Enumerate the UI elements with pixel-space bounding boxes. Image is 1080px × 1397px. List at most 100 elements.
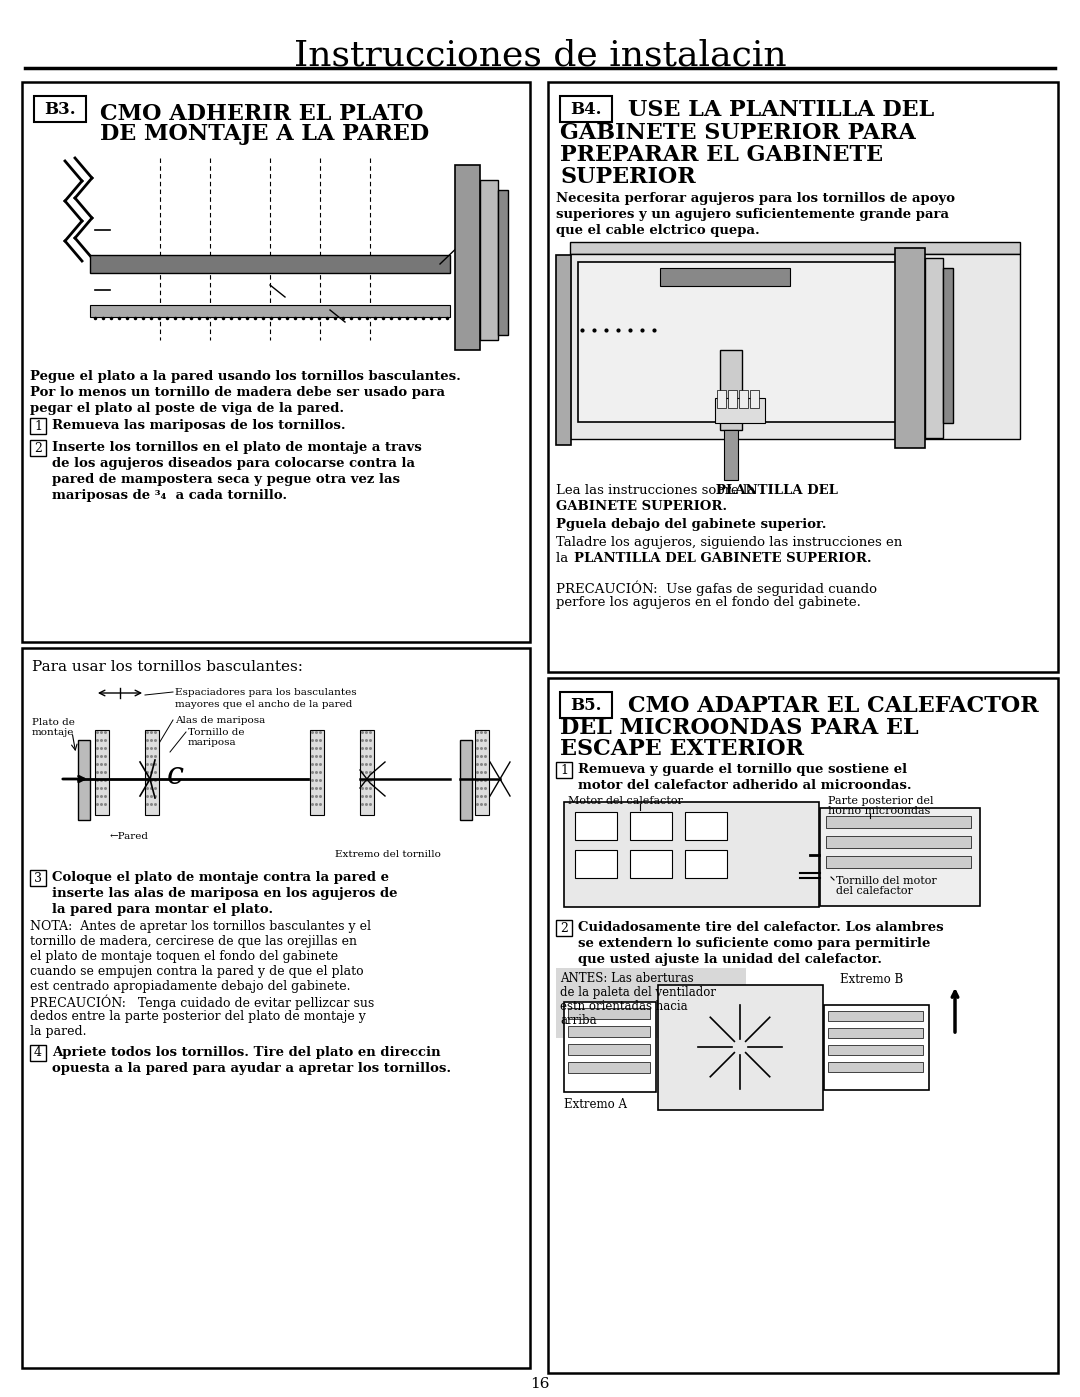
Text: GABINETE SUPERIOR.: GABINETE SUPERIOR. <box>556 500 727 513</box>
Bar <box>30 1045 46 1060</box>
Bar <box>685 849 727 877</box>
Text: Lea las instrucciones sobre la: Lea las instrucciones sobre la <box>556 483 759 497</box>
Text: de la paleta del ventilador: de la paleta del ventilador <box>561 986 716 999</box>
Text: 1: 1 <box>561 764 568 777</box>
Text: Plato de: Plato de <box>32 718 75 726</box>
Bar <box>820 807 980 907</box>
Bar <box>556 921 572 936</box>
Text: Taladre los agujeros, siguiendo las instrucciones en: Taladre los agujeros, siguiendo las inst… <box>556 536 902 549</box>
Text: PLANTILLA DEL GABINETE SUPERIOR.: PLANTILLA DEL GABINETE SUPERIOR. <box>573 552 872 564</box>
Text: mayores que el ancho de la pared: mayores que el ancho de la pared <box>175 700 352 710</box>
Bar <box>30 870 46 886</box>
Text: superiores y un agujero suficientemente grande para: superiores y un agujero suficientemente … <box>556 208 949 221</box>
Bar <box>475 731 489 814</box>
Circle shape <box>100 285 110 295</box>
Text: se extendern lo suficiente como para permitirle: se extendern lo suficiente como para per… <box>578 937 930 950</box>
Bar <box>33 96 86 122</box>
Text: ←Pared: ←Pared <box>110 833 149 841</box>
Text: SUPERIOR: SUPERIOR <box>561 166 696 189</box>
Text: montaje: montaje <box>32 728 75 738</box>
Bar <box>556 761 572 778</box>
Text: opuesta a la pared para ayudar a apretar los tornillos.: opuesta a la pared para ayudar a apretar… <box>52 1062 451 1076</box>
Bar <box>826 835 971 848</box>
Bar <box>826 816 971 828</box>
Bar <box>564 1002 656 1092</box>
Bar <box>568 1044 650 1055</box>
Bar <box>568 1009 650 1018</box>
Bar <box>30 440 46 455</box>
Bar <box>570 254 1020 439</box>
Bar <box>715 398 765 423</box>
Bar <box>575 849 617 877</box>
Text: Para usar los tornillos basculantes:: Para usar los tornillos basculantes: <box>32 659 303 673</box>
Text: Pguela debajo del gabinete superior.: Pguela debajo del gabinete superior. <box>556 518 826 531</box>
Text: la pared para montar el plato.: la pared para montar el plato. <box>52 902 273 916</box>
Bar <box>480 180 498 339</box>
Text: cuando se empujen contra la pared y de que el plato: cuando se empujen contra la pared y de q… <box>30 965 364 978</box>
Bar <box>50 152 510 346</box>
Bar <box>895 249 924 448</box>
Text: Inserte los tornillos en el plato de montaje a travs: Inserte los tornillos en el plato de mon… <box>52 441 422 454</box>
Text: Extremo del tornillo: Extremo del tornillo <box>335 849 441 859</box>
Bar <box>90 305 450 317</box>
Text: de los agujeros diseados para colocarse contra la: de los agujeros diseados para colocarse … <box>52 457 415 469</box>
Bar <box>22 648 530 1368</box>
Text: DEL MICROONDAS PARA EL: DEL MICROONDAS PARA EL <box>561 717 919 739</box>
Text: motor del calefactor adherido al microondas.: motor del calefactor adherido al microon… <box>578 780 912 792</box>
Bar <box>568 1025 650 1037</box>
Text: GABINETE SUPERIOR PARA: GABINETE SUPERIOR PARA <box>561 122 916 144</box>
Text: Por lo menos un tornillo de madera debe ser usado para: Por lo menos un tornillo de madera debe … <box>30 386 445 400</box>
Text: PRECAUCIÓN:  Use gafas de seguridad cuando: PRECAUCIÓN: Use gafas de seguridad cuand… <box>556 580 877 595</box>
Text: pared de mampostera seca y pegue otra vez las: pared de mampostera seca y pegue otra ve… <box>52 474 400 486</box>
Text: Extremo B: Extremo B <box>840 972 903 986</box>
Text: B3.: B3. <box>44 101 76 117</box>
Bar <box>658 985 823 1111</box>
Text: Extremo A: Extremo A <box>564 1098 627 1111</box>
Text: Tornillo de: Tornillo de <box>188 728 244 738</box>
Text: la: la <box>556 552 572 564</box>
Bar <box>556 256 571 446</box>
Bar <box>630 812 672 840</box>
Circle shape <box>816 869 829 882</box>
Text: Instrucciones de instalacin: Instrucciones de instalacin <box>294 38 786 73</box>
Text: la pared.: la pared. <box>30 1025 86 1038</box>
Bar <box>95 731 109 814</box>
Circle shape <box>123 257 137 271</box>
Text: inserte las alas de mariposa en los agujeros de: inserte las alas de mariposa en los aguj… <box>52 887 397 900</box>
Text: Espaciadores para los basculantes: Espaciadores para los basculantes <box>175 687 356 697</box>
Bar <box>750 390 759 408</box>
Bar <box>685 812 727 840</box>
Text: CMO ADHERIR EL PLATO: CMO ADHERIR EL PLATO <box>100 103 423 124</box>
Bar <box>498 190 508 335</box>
Circle shape <box>353 257 367 271</box>
Bar <box>455 165 480 351</box>
Text: que usted ajuste la unidad del calefactor.: que usted ajuste la unidad del calefacto… <box>578 953 882 965</box>
Bar <box>828 1011 923 1021</box>
Circle shape <box>434 258 446 270</box>
Text: 16: 16 <box>530 1377 550 1391</box>
Text: Motor del calefactor: Motor del calefactor <box>568 796 683 806</box>
Text: Apriete todos los tornillos. Tire del plato en direccin: Apriete todos los tornillos. Tire del pl… <box>52 1046 441 1059</box>
Text: que el cable elctrico quepa.: que el cable elctrico quepa. <box>556 224 759 237</box>
Text: DE MONTAJE A LA PARED: DE MONTAJE A LA PARED <box>100 123 429 145</box>
Text: 2: 2 <box>35 441 42 454</box>
Text: ANTES: Las aberturas: ANTES: Las aberturas <box>561 972 693 985</box>
Bar <box>578 263 897 422</box>
Text: estn orientadas hacia: estn orientadas hacia <box>561 1000 688 1013</box>
Bar <box>724 430 738 481</box>
Text: 1: 1 <box>33 419 42 433</box>
Bar <box>568 1062 650 1073</box>
Bar <box>360 731 374 814</box>
Text: 3: 3 <box>33 872 42 884</box>
Text: Pegue el plato a la pared usando los tornillos basculantes.: Pegue el plato a la pared usando los tor… <box>30 370 461 383</box>
Bar <box>570 242 1020 254</box>
Bar <box>828 1062 923 1071</box>
Text: CMO ADAPTAR EL CALEFACTOR: CMO ADAPTAR EL CALEFACTOR <box>627 694 1039 717</box>
Text: Tornillo del motor: Tornillo del motor <box>836 876 936 886</box>
Bar <box>943 268 953 423</box>
Text: B4.: B4. <box>570 101 602 117</box>
Bar <box>828 1045 923 1055</box>
Text: mariposa: mariposa <box>188 738 237 747</box>
Bar <box>548 678 1058 1373</box>
Text: PLANTILLA DEL: PLANTILLA DEL <box>716 483 838 497</box>
